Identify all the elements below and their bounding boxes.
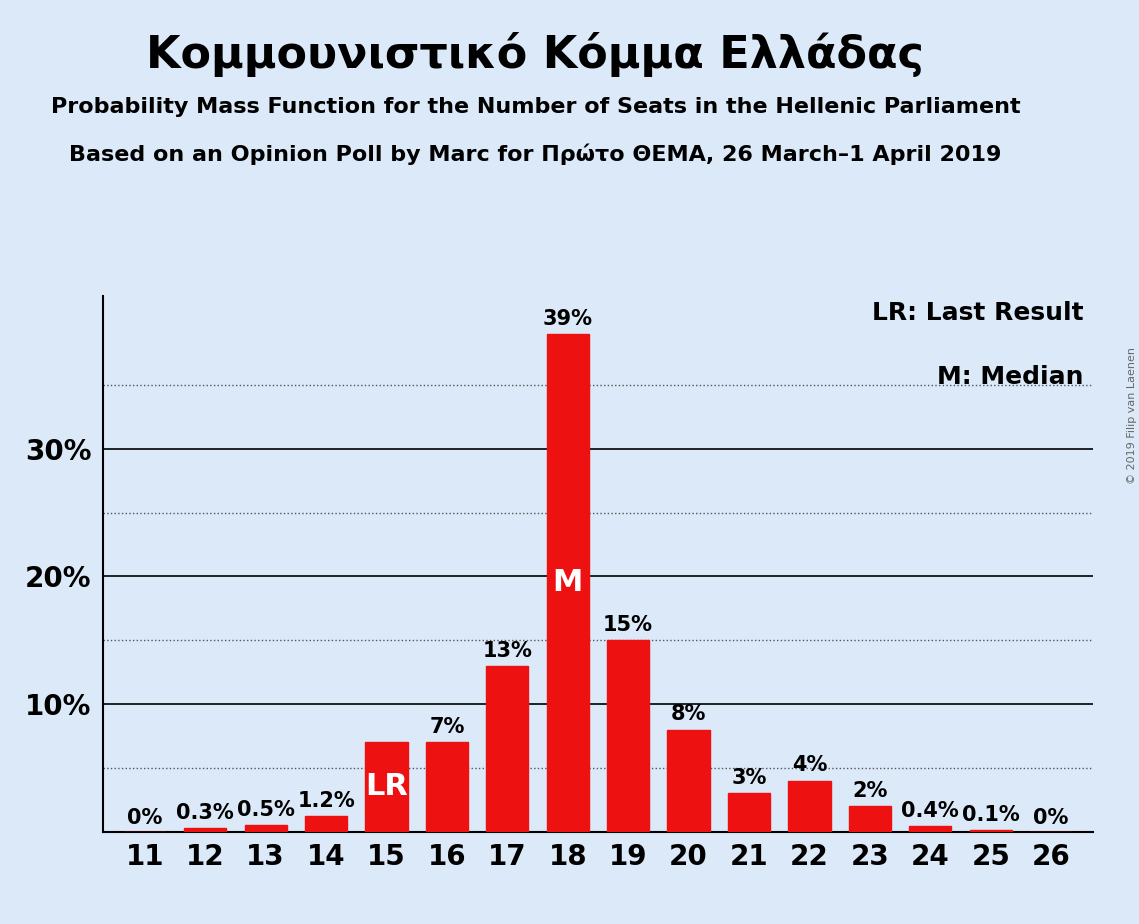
Bar bbox=[788, 781, 830, 832]
Text: 2%: 2% bbox=[852, 781, 887, 801]
Text: M: Median: M: Median bbox=[937, 365, 1083, 389]
Text: M: M bbox=[552, 568, 583, 597]
Bar bbox=[667, 730, 710, 832]
Text: 13%: 13% bbox=[483, 640, 532, 661]
Bar bbox=[969, 831, 1011, 832]
Bar bbox=[849, 806, 891, 832]
Text: 0.4%: 0.4% bbox=[901, 801, 959, 821]
Bar bbox=[305, 816, 347, 832]
Text: 3%: 3% bbox=[731, 768, 767, 788]
Bar bbox=[245, 825, 287, 832]
Text: Probability Mass Function for the Number of Seats in the Hellenic Parliament: Probability Mass Function for the Number… bbox=[50, 97, 1021, 117]
Text: 0.1%: 0.1% bbox=[961, 805, 1019, 825]
Text: 8%: 8% bbox=[671, 704, 706, 724]
Text: LR: Last Result: LR: Last Result bbox=[872, 301, 1083, 325]
Text: LR: LR bbox=[366, 772, 408, 801]
Text: Based on an Opinion Poll by Marc for Πρώτο ΘΕΜΑ, 26 March–1 April 2019: Based on an Opinion Poll by Marc for Πρώ… bbox=[69, 143, 1001, 164]
Text: © 2019 Filip van Laenen: © 2019 Filip van Laenen bbox=[1126, 347, 1137, 484]
Text: 7%: 7% bbox=[429, 717, 465, 737]
Bar bbox=[728, 794, 770, 832]
Text: Κομμουνιστικό Κόμμα Ελλάδας: Κομμουνιστικό Κόμμα Ελλάδας bbox=[147, 32, 924, 78]
Bar bbox=[909, 826, 951, 832]
Text: 1.2%: 1.2% bbox=[297, 791, 355, 811]
Text: 0%: 0% bbox=[1033, 808, 1068, 828]
Bar bbox=[185, 828, 227, 832]
Bar bbox=[366, 742, 408, 832]
Bar bbox=[607, 640, 649, 832]
Text: 39%: 39% bbox=[543, 309, 592, 329]
Bar bbox=[486, 665, 528, 832]
Bar bbox=[547, 334, 589, 832]
Text: 15%: 15% bbox=[604, 615, 653, 635]
Text: 0.3%: 0.3% bbox=[177, 803, 235, 822]
Text: 4%: 4% bbox=[792, 756, 827, 775]
Text: 0.5%: 0.5% bbox=[237, 800, 295, 821]
Bar bbox=[426, 742, 468, 832]
Text: 0%: 0% bbox=[128, 808, 163, 828]
